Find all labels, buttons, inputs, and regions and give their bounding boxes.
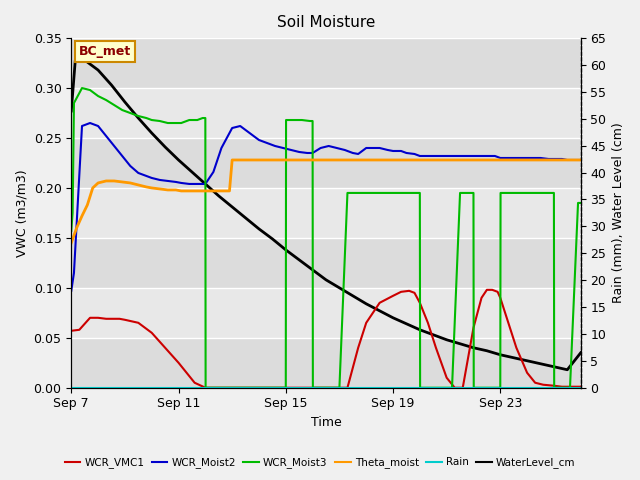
Bar — [71, 38, 580, 88]
Text: BC_met: BC_met — [79, 45, 131, 58]
Bar — [71, 338, 580, 388]
Bar — [71, 138, 580, 188]
Title: Soil Moisture: Soil Moisture — [277, 15, 375, 30]
Bar — [71, 238, 580, 288]
Legend: WCR_VMC1, WCR_Moist2, WCR_Moist3, Theta_moist, Rain, WaterLevel_cm: WCR_VMC1, WCR_Moist2, WCR_Moist3, Theta_… — [60, 453, 580, 472]
Y-axis label: VWC (m3/m3): VWC (m3/m3) — [15, 169, 28, 257]
X-axis label: Time: Time — [310, 416, 341, 429]
Bar — [71, 188, 580, 238]
Bar — [71, 288, 580, 338]
Y-axis label: Rain (mm), Water Level (cm): Rain (mm), Water Level (cm) — [612, 122, 625, 303]
Bar — [71, 88, 580, 138]
